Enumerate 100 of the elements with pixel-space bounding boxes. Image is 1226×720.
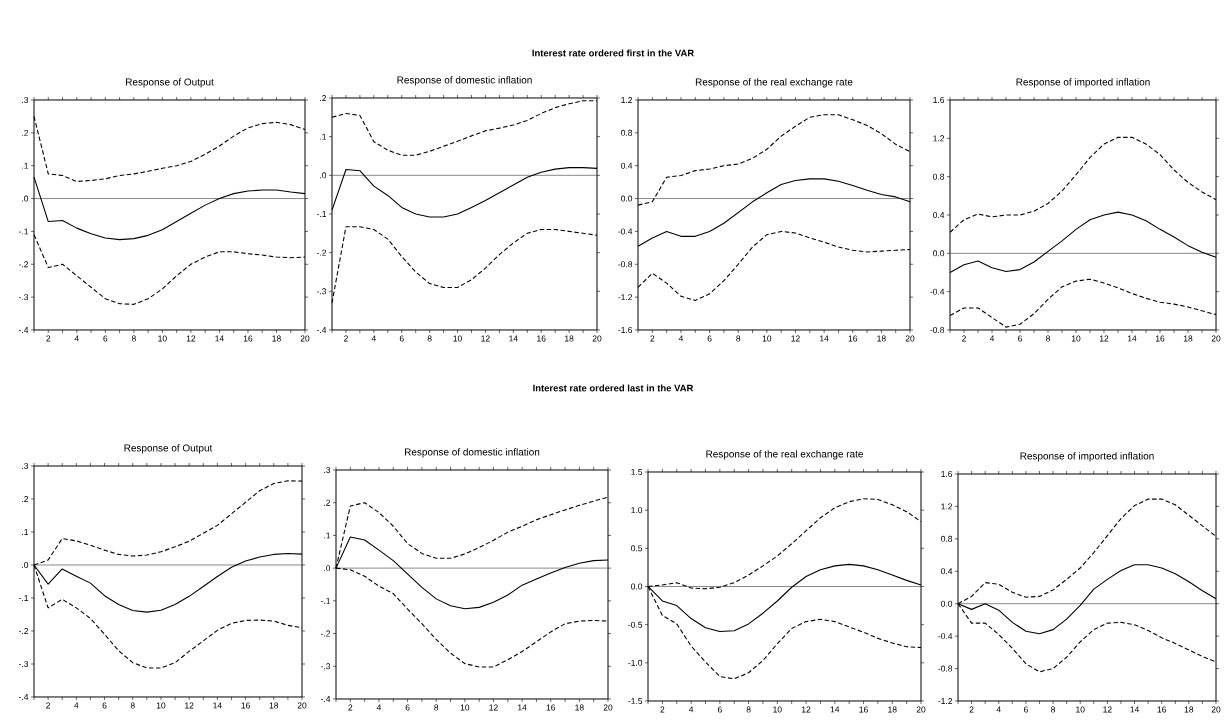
chart-title: Response of domestic inflation	[397, 76, 532, 86]
x-tick-label: 16	[241, 702, 250, 709]
x-tick-label: 10	[460, 704, 470, 711]
x-tick-label: 16	[537, 335, 546, 342]
y-tick-label: .2	[324, 499, 331, 506]
chart-title: Response of Output	[124, 444, 213, 454]
y-tick-label: -1.5	[628, 698, 643, 704]
y-tick-label: -.3	[320, 663, 331, 670]
x-tick-label: 2	[650, 335, 655, 342]
x-tick-label: 8	[434, 704, 439, 711]
y-tick-label: -.3	[316, 288, 327, 295]
x-tick-label: 20	[916, 706, 926, 713]
y-tick-label: 1.2	[621, 97, 633, 103]
x-tick-label: 10	[762, 335, 772, 342]
x-tick-label: 6	[1018, 335, 1022, 342]
x-tick-label: 6	[399, 335, 404, 342]
x-tick-label: 16	[1155, 335, 1165, 342]
x-tick-label: 2	[969, 706, 974, 713]
y-tick-label: .0	[22, 561, 29, 568]
y-tick-label: 1.0	[631, 507, 643, 514]
x-tick-label: 14	[518, 704, 527, 711]
y-tick-label: 0.0	[933, 250, 945, 257]
y-tick-label: -.4	[18, 327, 29, 333]
x-tick-label: 14	[820, 335, 829, 342]
y-tick-label: -.1	[316, 211, 327, 217]
x-tick-label: 8	[746, 706, 751, 713]
x-tick-label: 14	[1130, 706, 1140, 713]
y-tick-label: .0	[22, 195, 29, 202]
x-tick-label: 6	[717, 706, 722, 713]
chart-title: Response of imported inflation	[1016, 78, 1150, 88]
y-tick-label: .3	[22, 462, 29, 469]
y-tick-label: -.3	[18, 660, 29, 667]
y-tick-label: .3	[324, 466, 331, 473]
x-tick-label: 16	[1157, 706, 1167, 713]
x-tick-label: 16	[546, 704, 556, 711]
x-tick-label: 12	[1099, 335, 1109, 342]
y-tick-label: -.4	[18, 694, 29, 700]
y-tick-label: -0.5	[628, 621, 643, 628]
y-tick-label: .1	[22, 162, 29, 169]
x-tick-label: 8	[131, 335, 136, 342]
y-tick-label: -.3	[18, 294, 29, 301]
chart-title: Response of the real exchange rate	[706, 450, 863, 460]
x-tick-label: 18	[888, 706, 897, 713]
y-tick-label: -1.2	[618, 294, 633, 301]
x-tick-label: 4	[688, 706, 694, 713]
x-tick-label: 2	[46, 702, 51, 709]
y-tick-label: 0.0	[621, 195, 633, 202]
x-tick-label: 14	[213, 702, 222, 709]
x-tick-label: 18	[1183, 335, 1193, 342]
y-tick-label: -0.4	[930, 288, 945, 295]
y-tick-label: 0.0	[631, 583, 643, 590]
y-tick-label: -1.0	[628, 659, 643, 666]
x-tick-label: 2	[660, 706, 665, 713]
x-tick-label: 8	[736, 335, 741, 342]
x-tick-label: 10	[1071, 335, 1081, 342]
x-tick-label: 10	[453, 335, 462, 342]
x-tick-label: 2	[46, 335, 51, 342]
x-tick-label: 6	[103, 335, 108, 342]
x-tick-label: 20	[300, 335, 310, 342]
x-tick-label: 20	[592, 335, 602, 342]
y-tick-label: 0.0	[941, 600, 953, 607]
x-tick-label: 20	[1211, 335, 1221, 342]
chart-title: Response of domestic inflation	[404, 448, 540, 458]
x-tick-label: 20	[297, 702, 307, 709]
y-tick-label: -.2	[320, 630, 331, 637]
y-tick-label: 0.5	[631, 545, 643, 552]
x-tick-label: 12	[802, 706, 811, 713]
y-tick-label: -0.4	[618, 228, 633, 235]
x-tick-label: 6	[102, 702, 107, 709]
x-tick-label: 4	[678, 335, 684, 342]
y-tick-label: 0.8	[941, 535, 953, 542]
x-tick-label: 10	[156, 702, 166, 709]
y-tick-label: -0.8	[938, 665, 953, 672]
x-tick-label: 14	[509, 335, 518, 342]
x-tick-label: 10	[158, 335, 167, 342]
y-tick-label: 1.6	[933, 96, 945, 103]
y-tick-label: -0.8	[618, 261, 633, 268]
x-tick-label: 14	[215, 335, 224, 342]
y-tick-label: -.2	[18, 628, 29, 634]
y-tick-label: .2	[320, 95, 327, 101]
x-tick-label: 14	[1127, 335, 1137, 342]
x-tick-label: 10	[773, 706, 782, 713]
y-tick-label: 1.2	[941, 503, 953, 510]
x-tick-label: 12	[185, 702, 194, 709]
y-tick-label: .2	[22, 496, 29, 502]
y-tick-label: 1.6	[941, 470, 953, 477]
x-tick-label: 8	[1051, 706, 1056, 713]
x-tick-label: 2	[348, 704, 353, 711]
x-tick-label: 8	[427, 335, 432, 342]
x-tick-label: 12	[791, 335, 800, 342]
y-tick-label: .2	[22, 129, 29, 136]
x-tick-label: 20	[1211, 706, 1221, 713]
x-tick-label: 12	[481, 335, 490, 342]
y-tick-label: 0.4	[621, 162, 633, 169]
x-tick-label: 4	[996, 706, 1001, 713]
x-tick-label: 18	[272, 335, 281, 342]
y-tick-label: 0.8	[621, 129, 633, 136]
y-tick-label: -.4	[316, 327, 327, 333]
y-tick-label: .1	[324, 532, 331, 539]
x-tick-label: 12	[1103, 706, 1112, 713]
